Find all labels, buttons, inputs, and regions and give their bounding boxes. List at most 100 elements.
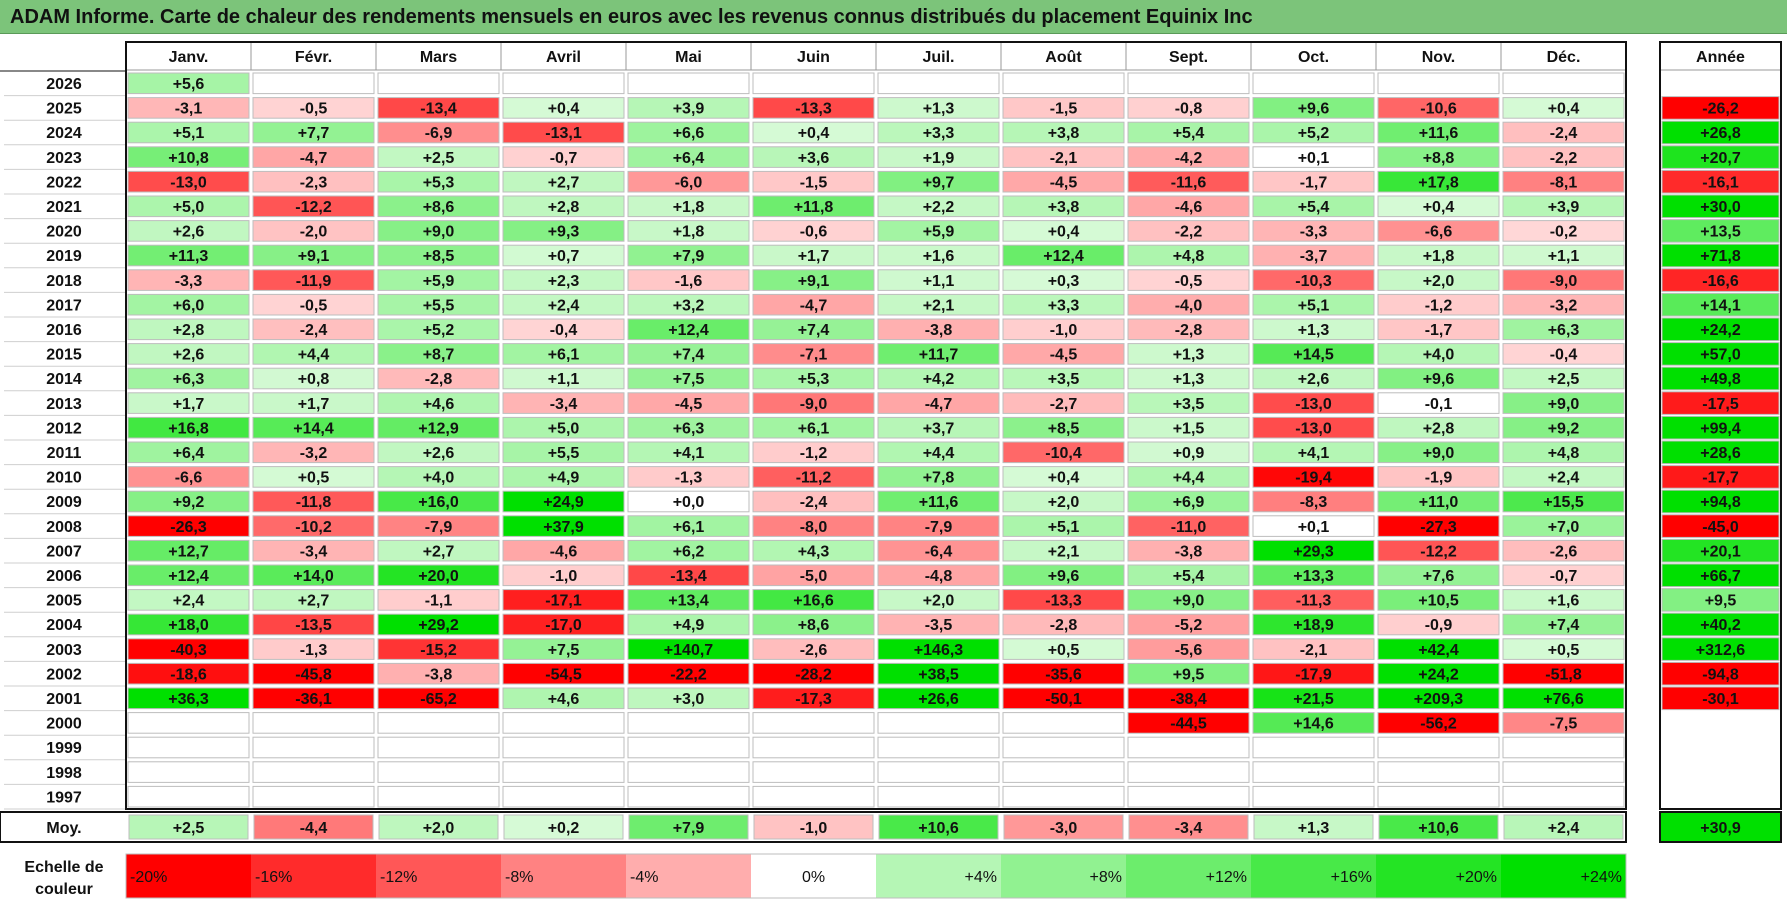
cell-value: +5,4: [1298, 199, 1330, 216]
average-cell: [1378, 814, 1499, 840]
heatmap-cell: [502, 318, 625, 341]
heatmap-cell: [1377, 121, 1500, 144]
cell-value: +1,6: [1548, 593, 1580, 610]
heatmap-cell: [1002, 367, 1125, 390]
year-label: 2020: [46, 224, 82, 241]
cell-value: -3,2: [1550, 297, 1578, 314]
annual-cell: [1662, 736, 1779, 759]
cell-value: +0,4: [1423, 199, 1455, 216]
heatmap-cell: [1252, 687, 1375, 710]
heatmap-cell: [1127, 392, 1250, 414]
heatmap-cell: [1252, 638, 1375, 660]
heatmap-cell: [252, 72, 375, 95]
cell-value: -4,7: [800, 297, 828, 314]
cell-value: -3,8: [925, 322, 953, 339]
heatmap-cell: [752, 195, 875, 218]
heatmap-cell: [1377, 638, 1500, 660]
cell-value: +1,5: [1173, 420, 1205, 437]
heatmap-cell: [377, 662, 500, 685]
heatmap-cell: [377, 687, 500, 710]
year-label: 2022: [46, 174, 82, 191]
heatmap-cell: [1252, 466, 1375, 488]
cell-value: +3,5: [1048, 371, 1080, 388]
heatmap-cell: [1252, 736, 1375, 759]
cell-value: +37,9: [543, 519, 584, 536]
heatmap-cell: [1002, 785, 1125, 808]
cell-value: +9,6: [1298, 101, 1330, 118]
average-row-border: [0, 811, 1627, 843]
heatmap-cell: [877, 416, 1000, 439]
heatmap-cell: [1002, 736, 1125, 759]
heatmap-cell: [127, 97, 250, 119]
annual-value: -16,1: [1702, 174, 1739, 191]
cell-value: +11,3: [169, 248, 209, 265]
average-value: +2,0: [423, 820, 455, 837]
annual-cell: [1661, 514, 1780, 538]
heatmap-cell: [752, 367, 875, 390]
heatmap-cell: [1377, 490, 1500, 513]
cell-value: -13,1: [545, 125, 582, 142]
cell-value: +4,4: [1173, 470, 1205, 487]
heatmap-cell: [1252, 72, 1375, 95]
cell-value: +2,7: [548, 174, 580, 191]
heatmap-cell: [1502, 367, 1625, 390]
cell-value: +1,8: [1423, 248, 1455, 265]
scale-swatch: [876, 854, 1001, 898]
heatmap-cell: [877, 367, 1000, 390]
heatmap-cell: [127, 638, 250, 660]
scale-swatch: [1126, 854, 1251, 898]
average-cell: [1253, 814, 1374, 840]
cell-value: -3,3: [175, 273, 203, 290]
cell-value: +3,9: [1548, 199, 1580, 216]
heatmap-cell: [252, 392, 375, 414]
heatmap-cell: [1002, 589, 1125, 611]
heatmap-cell: [752, 736, 875, 759]
cell-value: -0,6: [800, 224, 828, 241]
heatmap-cell: [502, 97, 625, 119]
heatmap-cell: [252, 761, 375, 783]
cell-value: +7,0: [1548, 519, 1580, 536]
heatmap-cell: [252, 269, 375, 291]
cell-value: -8,0: [800, 519, 828, 536]
cell-value: +24,9: [543, 494, 584, 511]
cell-value: +2,0: [1423, 273, 1455, 290]
cell-value: +2,6: [423, 445, 455, 462]
heatmap-cell: [1127, 441, 1250, 464]
heatmap-cell: [1377, 195, 1500, 218]
heatmap-cell: [127, 269, 250, 291]
cell-value: +29,3: [1293, 543, 1334, 560]
heatmap-cell: [1502, 564, 1625, 587]
heatmap-cell: [377, 441, 500, 464]
cell-value: -10,3: [1295, 273, 1332, 290]
scale-label-value: +20%: [1456, 869, 1497, 886]
heatmap-cell: [1127, 589, 1250, 611]
cell-value: -7,1: [800, 347, 828, 364]
year-label: 2012: [46, 420, 82, 437]
cell-value: +3,8: [1048, 199, 1080, 216]
cell-value: -11,6: [1171, 174, 1207, 191]
heatmap-cell: [377, 318, 500, 341]
heatmap-cell: [1002, 416, 1125, 439]
heatmap-cell: [252, 170, 375, 193]
heatmap-cell: [877, 244, 1000, 267]
heatmap-cell: [502, 367, 625, 390]
cell-value: -1,7: [1425, 322, 1453, 339]
cell-value: +2,6: [1298, 371, 1330, 388]
cell-value: +2,8: [548, 199, 580, 216]
heatmap-cell: [252, 121, 375, 144]
heatmap-cell: [1377, 97, 1500, 119]
heatmap-cell: [627, 490, 750, 513]
heatmap-cell: [1502, 662, 1625, 685]
cell-value: -10,2: [295, 519, 332, 536]
scale-label-value: +16%: [1331, 869, 1372, 886]
cell-value: +5,4: [1173, 125, 1205, 142]
year-label: 2013: [46, 396, 82, 413]
annual-cell: [1661, 538, 1780, 563]
heatmap-cell: [502, 293, 625, 316]
cell-value: -1,3: [675, 470, 703, 487]
average-cell: [878, 814, 999, 840]
cell-value: +9,0: [423, 224, 455, 241]
heatmap-cell: [1002, 539, 1125, 562]
heatmap-cell: [127, 490, 250, 513]
